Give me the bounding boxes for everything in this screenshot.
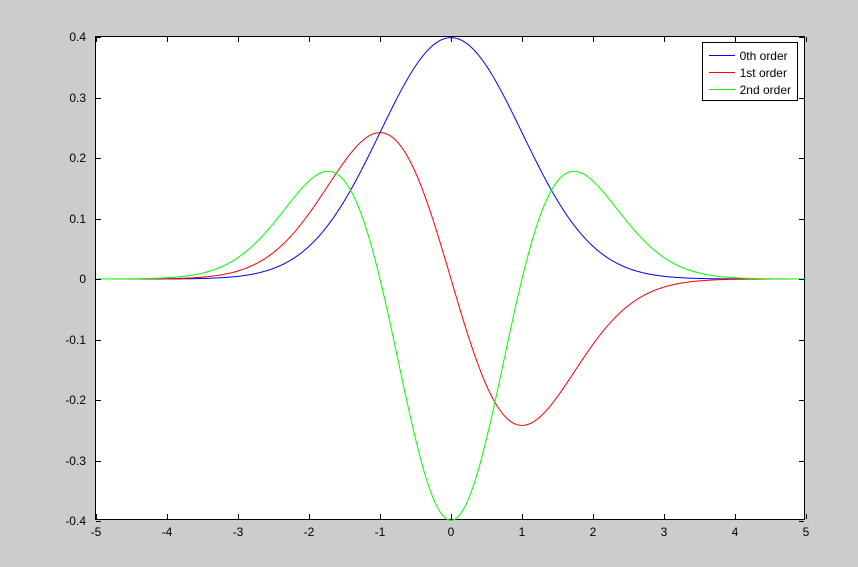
ytick-mark [799, 400, 804, 401]
legend-label: 0th order [740, 49, 788, 63]
xtick-mark [167, 514, 168, 519]
xtick-label: 3 [661, 525, 668, 539]
ytick-label: -0.3 [65, 454, 86, 468]
ytick-mark [96, 340, 101, 341]
xtick-label: 1 [519, 525, 526, 539]
ytick-mark [799, 98, 804, 99]
ytick-mark [799, 461, 804, 462]
xtick-label: -4 [162, 525, 173, 539]
xtick-mark [664, 514, 665, 519]
xtick-mark [380, 37, 381, 42]
ytick-mark [799, 37, 804, 38]
ytick-label: 0.4 [69, 30, 86, 44]
xtick-mark [96, 514, 97, 519]
ytick-label: -0.4 [65, 514, 86, 528]
legend-swatch [709, 55, 735, 56]
ytick-mark [799, 521, 804, 522]
series-line-0 [96, 38, 806, 279]
ytick-mark [96, 461, 101, 462]
xtick-label: -3 [233, 525, 244, 539]
ytick-mark [799, 340, 804, 341]
xtick-label: 5 [803, 525, 810, 539]
ytick-mark [96, 521, 101, 522]
xtick-mark [451, 514, 452, 519]
xtick-mark [309, 514, 310, 519]
legend-label: 1st order [740, 66, 787, 80]
ytick-mark [799, 219, 804, 220]
legend-swatch [709, 89, 735, 90]
xtick-label: -5 [91, 525, 102, 539]
xtick-mark [238, 37, 239, 42]
xtick-mark [238, 514, 239, 519]
xtick-mark [522, 514, 523, 519]
legend-label: 2nd order [740, 83, 791, 97]
ytick-mark [799, 158, 804, 159]
xtick-label: -1 [375, 525, 386, 539]
series-line-1 [96, 133, 806, 426]
legend-swatch [709, 72, 735, 73]
ytick-mark [96, 98, 101, 99]
xtick-mark [522, 37, 523, 42]
xtick-mark [380, 514, 381, 519]
ytick-mark [96, 219, 101, 220]
xtick-mark [735, 37, 736, 42]
xtick-label: 4 [732, 525, 739, 539]
ytick-mark [96, 37, 101, 38]
legend: 0th order 1st order 2nd order [702, 42, 798, 101]
xtick-label: 2 [590, 525, 597, 539]
xtick-mark [451, 37, 452, 42]
ytick-mark [799, 279, 804, 280]
xtick-mark [806, 37, 807, 42]
xtick-mark [593, 37, 594, 42]
xtick-mark [664, 37, 665, 42]
legend-entry: 2nd order [709, 81, 791, 98]
ytick-label: 0.2 [69, 151, 86, 165]
xtick-label: 0 [448, 525, 455, 539]
xtick-mark [309, 37, 310, 42]
figure: 0th order 1st order 2nd order -5 -4 -3 -2 -1 0 1… [0, 0, 858, 567]
ytick-label: 0 [79, 272, 86, 286]
xtick-mark [806, 514, 807, 519]
series-line-2 [96, 171, 806, 520]
xtick-mark [167, 37, 168, 42]
ytick-mark [96, 279, 101, 280]
ytick-label: -0.1 [65, 333, 86, 347]
xtick-mark [593, 514, 594, 519]
ytick-label: 0.1 [69, 212, 86, 226]
ytick-mark [96, 400, 101, 401]
legend-entry: 1st order [709, 64, 791, 81]
ytick-mark [96, 158, 101, 159]
ytick-label: -0.2 [65, 393, 86, 407]
xtick-mark [735, 514, 736, 519]
chart-axes: 0th order1st order2nd order -5-4-3-2-101… [95, 36, 805, 520]
ytick-label: 0.3 [69, 91, 86, 105]
legend-entry: 0th order [709, 47, 791, 64]
xtick-label: -2 [304, 525, 315, 539]
plot-area [96, 37, 806, 521]
